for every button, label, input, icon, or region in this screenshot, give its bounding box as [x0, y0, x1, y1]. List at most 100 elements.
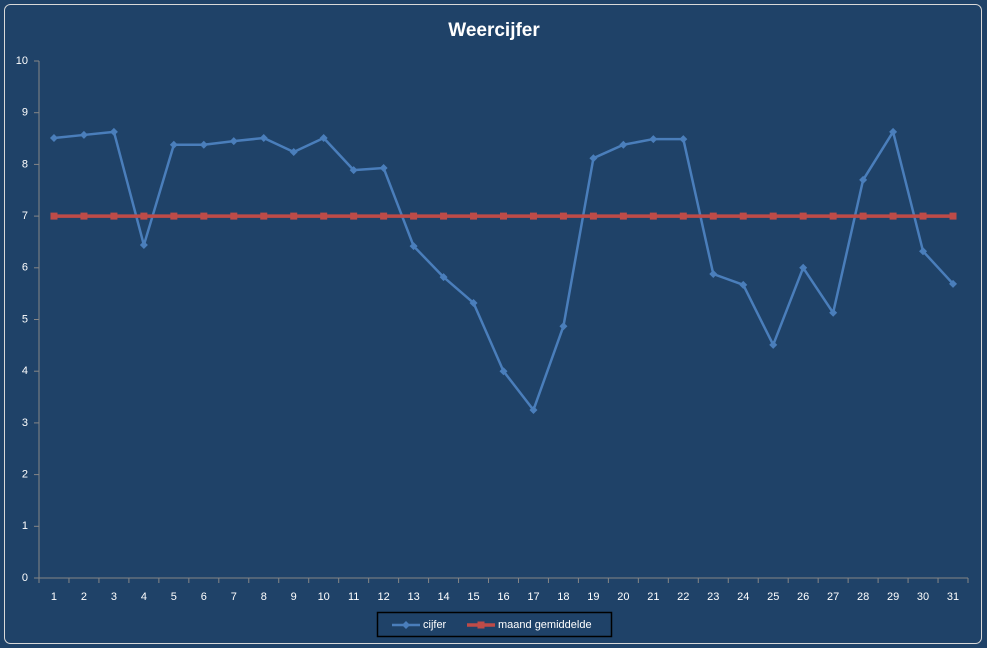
x-tick-label: 20	[617, 591, 629, 603]
point	[110, 212, 118, 220]
point	[529, 405, 538, 414]
point	[769, 212, 777, 220]
point	[380, 212, 388, 220]
y-tick-label: 1	[22, 520, 28, 532]
point	[799, 212, 807, 220]
point	[80, 212, 88, 220]
point	[709, 212, 717, 220]
x-tick-label: 4	[141, 591, 147, 603]
x-tick-label: 22	[677, 591, 689, 603]
point	[619, 212, 627, 220]
point	[919, 247, 928, 256]
point	[529, 212, 537, 220]
x-tick-label: 15	[467, 591, 479, 603]
x-tick-label: 19	[587, 591, 599, 603]
point	[559, 322, 568, 331]
point	[739, 280, 748, 289]
point	[200, 212, 208, 220]
point	[109, 127, 118, 136]
point	[589, 212, 597, 220]
x-tick-label: 25	[767, 591, 779, 603]
point	[889, 127, 898, 136]
point	[169, 140, 178, 149]
y-tick-label: 0	[22, 572, 28, 584]
x-tick-label: 14	[437, 591, 449, 603]
x-tick-label: 2	[81, 591, 87, 603]
point	[559, 212, 567, 220]
x-tick-label: 3	[111, 591, 117, 603]
point	[440, 212, 448, 220]
y-tick-label: 9	[22, 107, 28, 119]
x-tick-label: 1	[51, 591, 57, 603]
point	[649, 135, 658, 144]
point	[500, 212, 507, 220]
y-tick-label: 3	[22, 417, 28, 429]
x-tick-label: 30	[917, 591, 929, 603]
point	[230, 212, 238, 220]
point	[589, 154, 598, 163]
point	[260, 212, 268, 220]
point	[649, 212, 657, 220]
point	[50, 212, 58, 220]
point	[439, 273, 448, 282]
point	[319, 134, 328, 143]
x-tick-label: 31	[947, 591, 959, 603]
point	[477, 621, 485, 629]
point	[829, 212, 837, 220]
x-tick-label: 9	[291, 591, 297, 603]
point	[139, 241, 148, 250]
point	[919, 212, 927, 220]
point	[402, 621, 410, 629]
point	[739, 212, 747, 220]
legend-label: cijfer	[423, 619, 447, 631]
point	[679, 135, 688, 144]
x-tick-label: 18	[557, 591, 569, 603]
x-tick-label: 23	[707, 591, 719, 603]
x-tick-label: 10	[318, 591, 330, 603]
point	[769, 340, 778, 349]
chart-title: Weercijfer	[448, 20, 540, 41]
y-tick-label: 4	[22, 365, 28, 377]
x-tick-label: 7	[231, 591, 237, 603]
x-tick-label: 24	[737, 591, 749, 603]
point	[889, 212, 897, 220]
point	[410, 212, 418, 220]
point	[320, 212, 328, 220]
point	[259, 134, 268, 143]
point	[49, 134, 58, 143]
point	[799, 263, 808, 272]
x-tick-label: 29	[887, 591, 899, 603]
x-tick-label: 13	[407, 591, 419, 603]
x-tick-label: 17	[527, 591, 539, 603]
y-tick-label: 6	[22, 262, 28, 274]
point	[349, 166, 358, 175]
legend: cijfer maand gemiddelde	[376, 611, 613, 638]
point	[290, 212, 298, 220]
legend-box	[376, 611, 613, 638]
point	[409, 242, 418, 251]
point	[859, 175, 868, 184]
point	[470, 212, 478, 220]
point	[350, 212, 358, 220]
point	[709, 270, 718, 279]
y-tick-label: 2	[22, 469, 28, 481]
point	[949, 279, 958, 288]
point	[469, 298, 478, 307]
point	[829, 308, 838, 317]
y-tick-label: 7	[22, 210, 28, 222]
y-tick-label: 10	[16, 55, 28, 67]
point	[79, 130, 88, 139]
x-tick-label: 26	[797, 591, 809, 603]
x-tick-label: 6	[201, 591, 207, 603]
point	[859, 212, 867, 220]
x-tick-label: 21	[647, 591, 659, 603]
x-tick-label: 8	[261, 591, 267, 603]
x-tick-label: 28	[857, 591, 869, 603]
x-tick-label: 11	[348, 591, 359, 603]
point	[949, 212, 957, 220]
chart-border	[4, 4, 982, 644]
point	[170, 212, 178, 220]
